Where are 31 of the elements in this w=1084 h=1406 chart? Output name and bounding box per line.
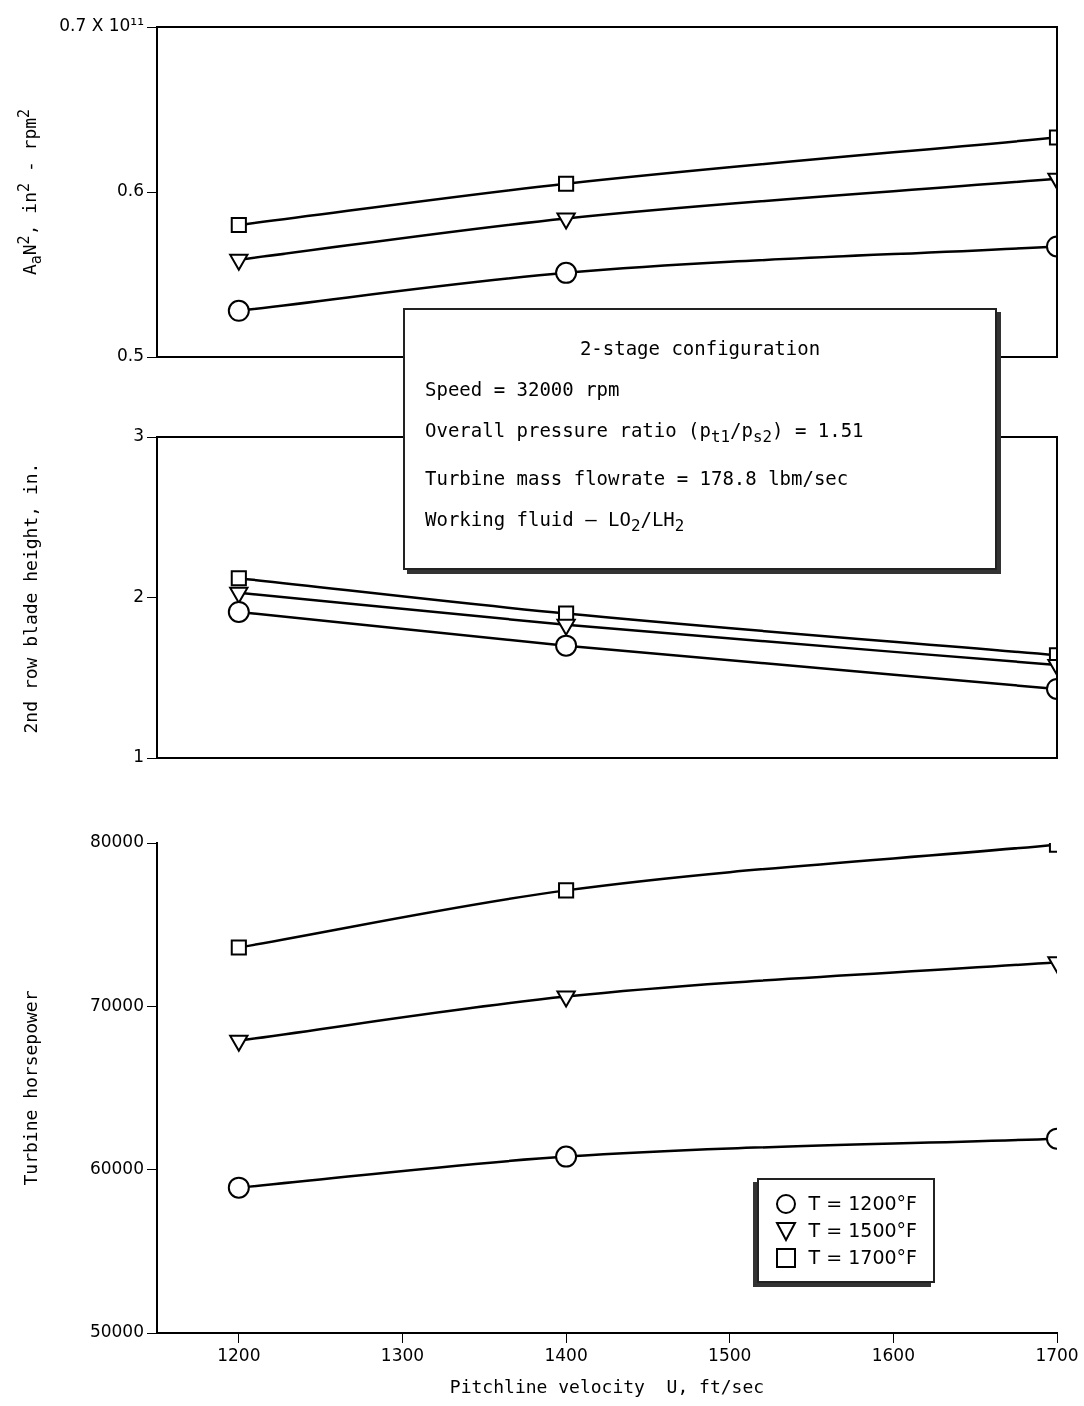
legend-label: T = 1200°F (808, 1191, 917, 1216)
text: Speed = 32000 rpm (425, 378, 620, 400)
y-tick-label: 0.5 (116, 345, 144, 366)
y-tick-label: 50000 (89, 1321, 144, 1342)
legend-label: T = 1500°F (808, 1218, 917, 1243)
y-tick-label: 0.7 X 10¹¹ (59, 15, 144, 36)
x-tick-label: 1400 (544, 1344, 588, 1365)
annotation: 2-stage configuration (578, 336, 822, 361)
point (227, 600, 250, 623)
y-tick-label: 80000 (89, 831, 144, 852)
x-tick-label: 1600 (871, 1344, 915, 1365)
y-tick-label: 60000 (89, 1158, 144, 1179)
point (230, 216, 247, 234)
y-tick-label: 3 (133, 425, 144, 446)
annotation: Overall pressure ratio (p$_{t1}$/p$_{s2}$) = 1.51 (425, 418, 865, 448)
y-axis-title: Turbine horsepower (19, 990, 41, 1186)
y-tick-label: 1 (133, 746, 144, 767)
x-tick-label: 1500 (708, 1344, 752, 1365)
point (227, 299, 250, 322)
x-tick-label: 1200 (217, 1344, 261, 1365)
x-axis-title: Pitchline velocity U, ft/sec (449, 1375, 765, 1397)
annotation: Working fluid — LO$_{2}$/LH$_{2}$ (425, 506, 686, 537)
y-tick-label: 2 (133, 585, 144, 606)
legend-label: T = 1700°F (808, 1245, 917, 1270)
x-tick-label: 1300 (380, 1344, 425, 1365)
annotation: Turbine mass flowrate = 178.8 lbm/sec (425, 465, 850, 491)
x-tick-label: 1700 (1035, 1344, 1079, 1365)
y-tick-label: 70000 (89, 994, 144, 1015)
y-tick-label: 0.6 (116, 180, 144, 201)
y-axis-title: 2nd row blade height, in. (19, 462, 41, 733)
point (230, 570, 247, 587)
